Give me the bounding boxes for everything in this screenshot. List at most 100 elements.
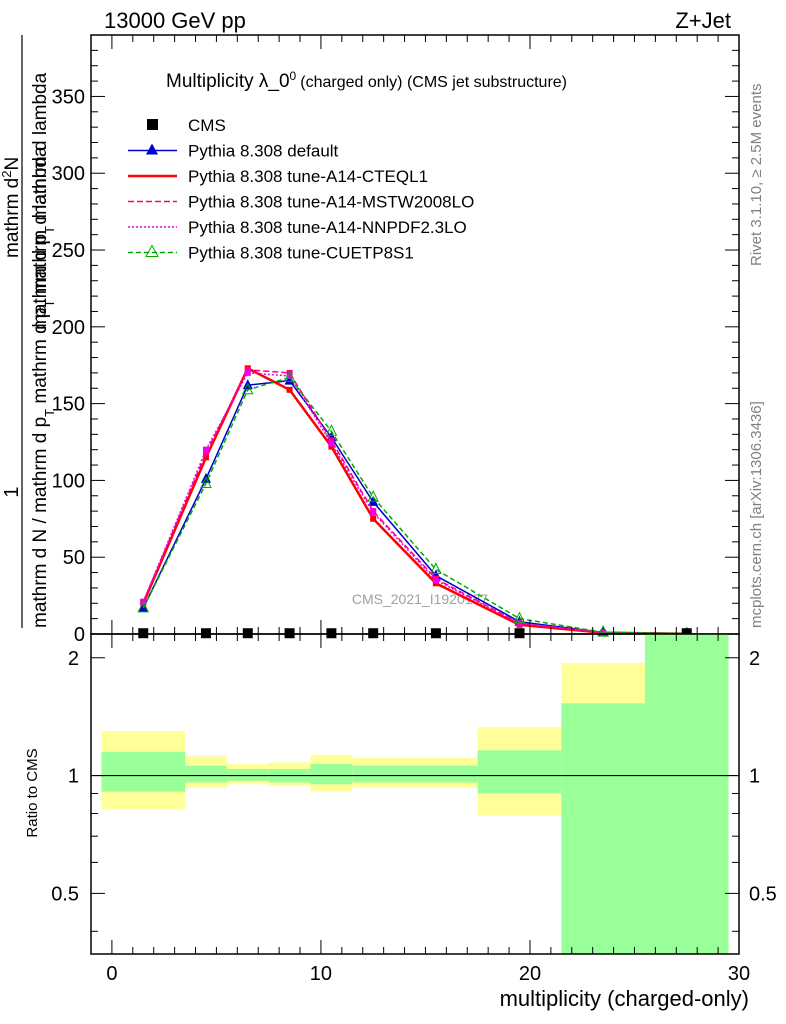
ylabel-upper-denom-sub: T (42, 226, 57, 234)
ratio-ylabel: Ratio to CMS (24, 748, 41, 837)
series-marker-1 (432, 580, 439, 587)
ylabel-upper-denom-a: mathrm d p (30, 234, 51, 330)
y-tick-label: 250 (52, 240, 85, 262)
legend-marker-cms (147, 119, 158, 130)
ylabel-upper-denominator: mathrm d pT mathrm d lambda (30, 72, 57, 330)
y-tick-label: 350 (52, 86, 85, 108)
series-marker-3 (244, 369, 251, 376)
header-process-label: Z+Jet (675, 8, 731, 33)
series-marker-3 (432, 577, 439, 584)
series-marker-2 (328, 437, 335, 444)
ratio-axis-ticks: 0.5 0.51 12 20 10 20 30 (51, 634, 777, 985)
cms-data-point (326, 628, 337, 639)
series-marker-0 (284, 374, 295, 385)
ratio-band-green-1 (185, 765, 227, 783)
series-marker-4 (597, 625, 609, 637)
series-marker-3 (516, 620, 523, 627)
series-marker-4 (200, 476, 212, 488)
legend-marker-1 (146, 143, 158, 155)
series-marker-4 (430, 562, 442, 574)
series-marker-3 (286, 372, 293, 379)
legend: CMS Pythia 8.308 default Pythia 8.308 tune… (128, 116, 474, 263)
ylabel-upper-d: mathrm d (2, 178, 23, 258)
ylabel-bottom: mathrm d N / mathrm d pT mathrm d pT mat… (30, 146, 57, 628)
series-marker-1 (370, 515, 377, 522)
series-marker-1 (286, 386, 293, 393)
legend-label-1: Pythia 8.308 default (188, 142, 339, 161)
legend-label-3: Pythia 8.308 tune-A14-MSTW2008LO (188, 193, 474, 212)
ratio-y-tick-label: 0.5 (51, 883, 79, 905)
y-tick-label: 150 (52, 394, 85, 416)
ylabel-upper-n: N (2, 157, 23, 171)
mcplots-label: mcplots.cern.ch [arXiv:1306.3436] (748, 401, 765, 628)
series-marker-1 (328, 443, 335, 450)
series-marker-2 (244, 366, 251, 373)
cms-data-point (242, 628, 253, 639)
rivet-version-label: Rivet 3.1.10, ≥ 2.5M events (748, 84, 765, 267)
header-energy-label: 13000 GeV pp (104, 8, 246, 33)
ratio-band-green-2 (226, 768, 269, 781)
main-axis-ticks: 0 50 100 150 200 250 300 350 (52, 35, 740, 646)
series-marker-4 (513, 611, 526, 624)
main-title: Multiplicity λ_00 (charged only) (CMS jet… (166, 69, 567, 92)
series-line-3 (142, 372, 687, 635)
ratio-band-green-4 (310, 764, 353, 785)
ratio-band-green-0 (101, 751, 186, 792)
main-ylabel: 1 mathrm d N / mathrm d pT mathrm d pT m… (0, 35, 57, 628)
ratio-band-group (101, 634, 729, 954)
cms-data-point (681, 628, 692, 639)
ratio-panel-frame (90, 633, 740, 955)
series-line-1 (142, 366, 687, 635)
ylabel-upper-sup: 2 (0, 171, 14, 178)
ratio-y-tick-label-right: 0.5 (749, 883, 777, 905)
ratio-band-green-6 (477, 750, 562, 794)
series-marker-4 (241, 382, 254, 395)
series-marker-3 (328, 440, 335, 447)
cms-data-point (138, 628, 149, 639)
ratio-x-tick-label: 0 (106, 963, 117, 985)
ratio-band-green-8 (644, 634, 729, 954)
ylabel-bottom-a: mathrm d N / mathrm d p (30, 417, 51, 628)
ratio-band-green-5 (352, 765, 478, 783)
ratio-xlabel: multiplicity (charged-only) (500, 986, 749, 1011)
legend-label-5: Pythia 8.308 tune-CUETP8S1 (188, 244, 414, 263)
series-marker-2 (202, 449, 209, 456)
legend-label-0: CMS (188, 116, 226, 135)
legend-label-4: Pythia 8.308 tune-A14-NNPDF2.3LO (188, 218, 467, 237)
ratio-x-tick-label: 10 (310, 963, 332, 985)
y-tick-label: 100 (52, 470, 85, 492)
series-marker-4 (137, 600, 150, 613)
ylabel-bottom-c: mathrm d lambda (30, 146, 51, 300)
ylabel-bottom-sub2: T (42, 300, 57, 308)
main-title-text: Multiplicity λ_0 (166, 71, 290, 92)
ylabel-upper: mathrm d2N (0, 157, 23, 258)
series-line-4 (142, 376, 687, 635)
cms-data-point (514, 628, 525, 639)
ylabel-one: 1 (1, 486, 23, 497)
cms-data-point (284, 628, 295, 639)
series-marker-3 (370, 509, 377, 516)
ratio-y-tick-label: 1 (68, 766, 79, 788)
cms-data-point (368, 628, 379, 639)
ylabel-upper-denom-b: mathrm d lambda (30, 72, 51, 226)
legend-label-2: Pythia 8.308 tune-A14-CTEQL1 (188, 167, 428, 186)
y-tick-label: 0 (74, 624, 85, 646)
ratio-x-tick-label: 20 (519, 963, 541, 985)
main-title-rest: (charged only) (CMS jet substructure) (300, 74, 567, 91)
analysis-watermark: CMS_2021_I1920187 (352, 591, 488, 607)
ratio-y-tick-label-right: 1 (749, 766, 760, 788)
ylabel-bottom-b: mathrm d p (30, 308, 51, 409)
y-tick-label: 50 (63, 547, 85, 569)
cms-data-point (430, 628, 441, 639)
series-marker-4 (325, 424, 338, 436)
series-marker-2 (286, 369, 293, 376)
main-title-sup: 0 (290, 69, 297, 83)
legend-marker-5 (145, 244, 159, 257)
series-line-0 (142, 379, 687, 635)
series-marker-1 (202, 454, 209, 461)
ratio-x-tick-label: 30 (728, 963, 750, 985)
series-marker-3 (600, 629, 607, 636)
series-marker-4 (283, 370, 296, 383)
series-marker-4 (367, 490, 380, 502)
